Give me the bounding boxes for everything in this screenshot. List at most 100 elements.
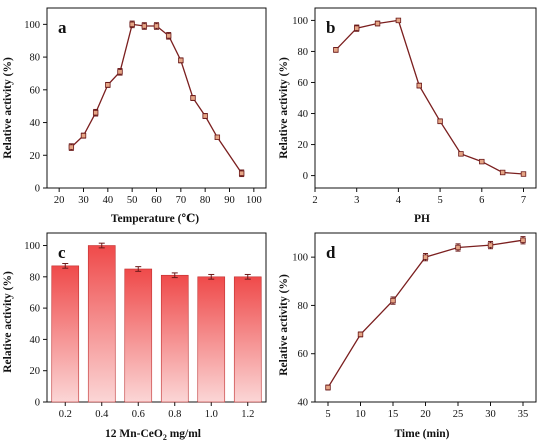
- x-tick-label: 40: [103, 195, 114, 206]
- panel-letter-d: d: [326, 243, 336, 262]
- y-tick-label: 20: [30, 366, 41, 377]
- x-tick-label: 60: [151, 195, 162, 206]
- data-point: [520, 237, 526, 243]
- data-point: [458, 151, 464, 157]
- data-point: [105, 82, 111, 88]
- bar: [124, 268, 153, 403]
- x-tick-label: 20: [54, 195, 65, 206]
- chart-panel-a: a Temperature (℃) Relative activity (%) …: [2, 7, 267, 225]
- y-tick-label: 0: [35, 184, 40, 195]
- x-axis-title: PH: [414, 213, 430, 225]
- data-point: [141, 23, 148, 29]
- data-point: [325, 384, 331, 391]
- data-point: [416, 82, 422, 89]
- data-point: [487, 242, 494, 248]
- y-axis-title: Relative activity (%): [2, 271, 14, 373]
- data-point: [357, 331, 364, 338]
- data-point: [92, 110, 99, 116]
- y-tick-label: 80: [298, 301, 309, 312]
- y-axis-title: Relative activity (%): [278, 274, 290, 376]
- x-tick-label: 30: [78, 195, 89, 206]
- x-axis-title-subscript: 2: [163, 433, 167, 441]
- x-tick-label: 3: [354, 195, 359, 206]
- data-point: [68, 144, 75, 150]
- x-tick-label: 80: [200, 195, 211, 206]
- x-tick-label: 0.8: [168, 409, 181, 420]
- data-point: [153, 23, 160, 29]
- y-tick-label: 40: [30, 335, 41, 346]
- chart-panel-b: b PH Relative activity (%) 2 3 4 5 6 7 0 20 40 60…: [278, 7, 537, 225]
- x-tick-label: 4: [396, 195, 402, 206]
- series-line: [327, 239, 524, 388]
- x-axis-title: Time (min): [394, 428, 449, 440]
- data-point: [395, 17, 402, 24]
- x-tick-label: 6: [479, 195, 484, 206]
- x-tick-label: 25: [453, 409, 464, 420]
- x-tick-label: 0.4: [95, 409, 109, 420]
- data-point: [178, 57, 184, 64]
- y-tick-label: 40: [298, 109, 309, 120]
- x-tick-label: 10: [355, 409, 366, 420]
- x-tick-label: 2: [312, 195, 317, 206]
- bar: [87, 245, 116, 403]
- data-point: [214, 134, 221, 140]
- data-point: [129, 21, 135, 28]
- bar: [197, 276, 226, 403]
- x-axis-title-main: 12 Mn-CeO: [105, 428, 163, 440]
- x-tick-label: 1.0: [205, 409, 218, 420]
- x-tick-label: 100: [246, 195, 262, 206]
- bar: [51, 265, 80, 403]
- data-point: [80, 132, 87, 139]
- data-point: [238, 170, 245, 176]
- data-point: [479, 158, 485, 165]
- x-tick-label: 90: [224, 195, 235, 206]
- y-tick-label: 100: [24, 20, 40, 31]
- panel-letter-a: a: [58, 18, 67, 37]
- data-point: [455, 244, 461, 251]
- series-line: [70, 23, 243, 174]
- plot-frame: [314, 7, 537, 189]
- y-tick-label: 60: [30, 304, 41, 315]
- y-tick-label: 60: [298, 349, 309, 360]
- x-tick-label: 15: [388, 409, 399, 420]
- data-point: [190, 95, 196, 101]
- data-point: [374, 20, 381, 27]
- bar: [160, 274, 189, 403]
- y-tick-label: 80: [298, 47, 309, 58]
- x-tick-label: 0.6: [132, 409, 145, 420]
- x-tick-label: 1.2: [241, 409, 254, 420]
- y-tick-label: 100: [292, 16, 308, 27]
- x-axis-title-unit: mg/ml: [167, 428, 201, 440]
- bar: [233, 276, 262, 403]
- y-tick-label: 80: [30, 272, 41, 283]
- chart-panel-d: d Time (min) Relative activity (%) 5 10 15…: [278, 232, 537, 440]
- x-tick-label: 20: [420, 409, 431, 420]
- data-point: [520, 171, 527, 177]
- y-tick-label: 80: [30, 53, 41, 64]
- data-point: [117, 69, 123, 75]
- x-tick-label: 50: [127, 195, 138, 206]
- y-tick-label: 0: [303, 171, 308, 182]
- data-point: [437, 118, 443, 124]
- data-point: [422, 254, 429, 260]
- data-point: [499, 169, 506, 176]
- y-tick-label: 0: [35, 398, 40, 409]
- y-tick-label: 100: [292, 253, 308, 264]
- x-tick-label: 5: [437, 195, 442, 206]
- data-point: [333, 47, 339, 53]
- y-tick-label: 100: [24, 241, 40, 252]
- y-tick-label: 20: [30, 151, 41, 162]
- data-point: [202, 113, 208, 119]
- x-tick-label: 0.2: [59, 409, 72, 420]
- y-tick-label: 40: [298, 398, 309, 409]
- y-axis-title: Relative activity (%): [278, 57, 290, 159]
- x-tick-label: 35: [518, 409, 529, 420]
- x-axis-title: Temperature (℃): [111, 213, 199, 225]
- y-axis-title: Relative activity (%): [2, 57, 14, 159]
- data-point: [390, 297, 396, 304]
- panel-letter-b: b: [326, 18, 335, 37]
- y-tick-label: 40: [30, 118, 41, 129]
- x-tick-label: 7: [521, 195, 526, 206]
- y-tick-label: 20: [298, 140, 309, 151]
